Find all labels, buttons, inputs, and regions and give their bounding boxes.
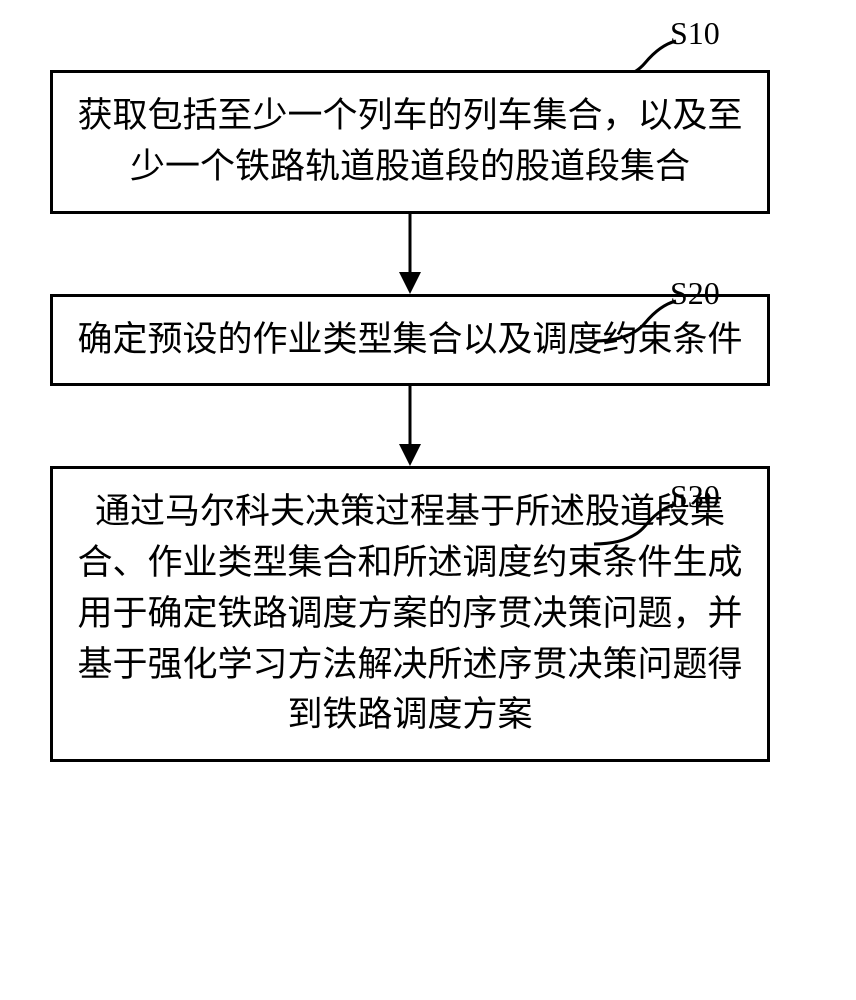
arrow-line xyxy=(409,386,412,448)
arrow-head xyxy=(399,444,421,466)
callout-curve-s20 xyxy=(590,295,680,345)
step-box-s10: 获取包括至少一个列车的列车集合，以及至少一个铁路轨道股道段的股道段集合 xyxy=(50,70,770,214)
callout-curve-s30 xyxy=(590,498,680,548)
arrow-head xyxy=(399,272,421,294)
arrow-line xyxy=(409,214,412,276)
arrow-s10-s20 xyxy=(50,214,770,294)
flowchart-container: S10 获取包括至少一个列车的列车集合，以及至少一个铁路轨道股道段的股道段集合 … xyxy=(50,15,806,707)
arrow-s20-s30 xyxy=(50,386,770,466)
step-text-s10: 获取包括至少一个列车的列车集合，以及至少一个铁路轨道股道段的股道段集合 xyxy=(77,96,742,186)
